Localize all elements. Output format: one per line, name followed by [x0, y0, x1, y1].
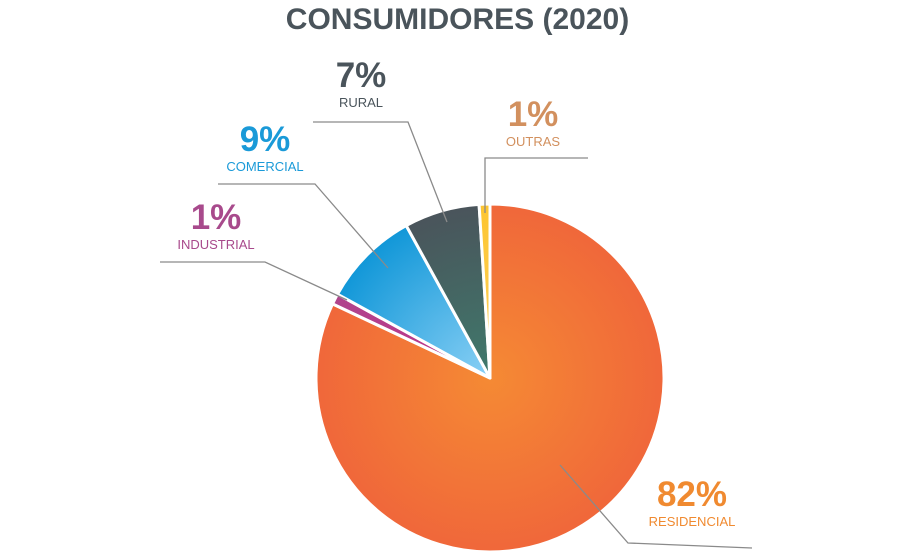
- pct-industrial: 1%: [190, 198, 242, 237]
- label-industrial: 1% INDUSTRIAL: [177, 199, 254, 253]
- pct-residencial: 82%: [656, 475, 728, 514]
- leader-line-outras: [484, 157, 588, 213]
- pct-rural: 7%: [335, 56, 387, 95]
- label-rural: 7% RURAL: [336, 57, 387, 111]
- label-comercial: 9% COMERCIAL: [226, 121, 303, 175]
- pct-outras: 1%: [507, 95, 559, 134]
- leader-line-residencial: [559, 464, 753, 549]
- name-industrial: INDUSTRIAL: [177, 237, 255, 252]
- leader-line-rural: [313, 121, 448, 223]
- name-residencial: RESIDENCIAL: [648, 514, 736, 529]
- label-residencial: 82% RESIDENCIAL: [649, 476, 736, 530]
- name-outras: OUTRAS: [505, 134, 561, 149]
- label-outras: 1% OUTRAS: [506, 96, 560, 150]
- chart-title: CONSUMIDORES (2020): [285, 3, 630, 36]
- pct-comercial: 9%: [239, 120, 291, 159]
- name-comercial: COMERCIAL: [226, 159, 304, 174]
- name-rural: RURAL: [338, 95, 384, 110]
- leader-line-industrial: [160, 261, 348, 301]
- pie-slice-comercial: [336, 224, 492, 380]
- leader-line-comercial: [218, 183, 389, 269]
